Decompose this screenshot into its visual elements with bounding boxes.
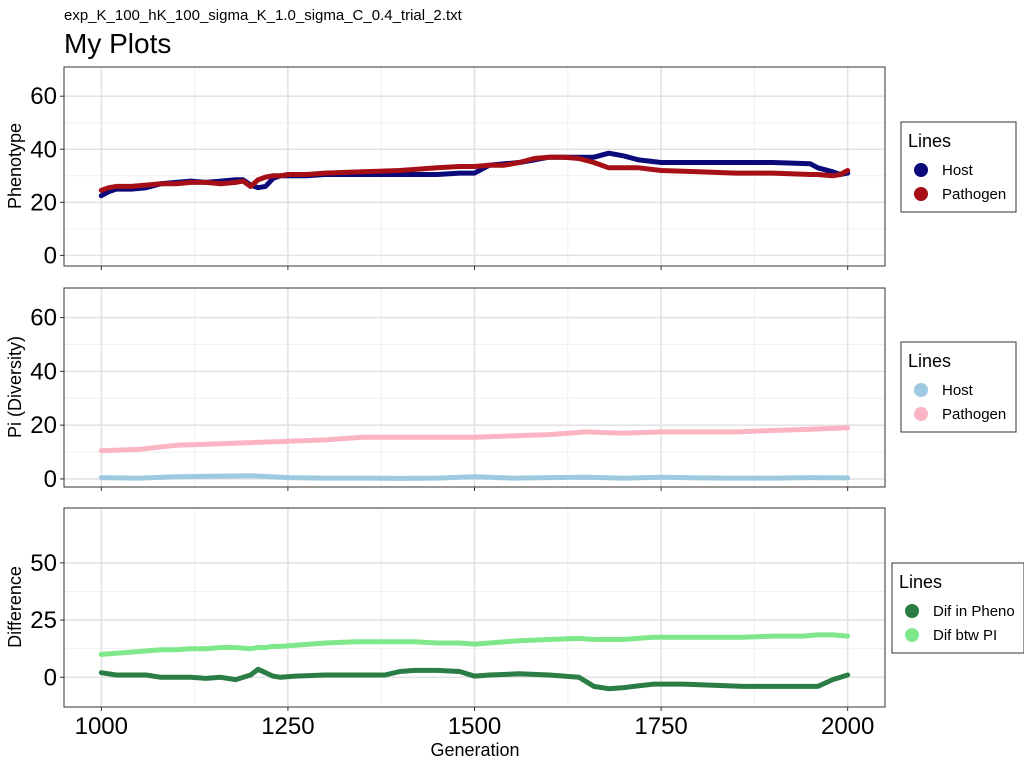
legend-key: [914, 383, 928, 397]
legend-key: [905, 628, 919, 642]
x-tick-label: 1250: [261, 713, 314, 740]
y-tick-label: 25: [30, 607, 57, 634]
plot-subtitle: exp_K_100_hK_100_sigma_K_1.0_sigma_C_0.4…: [64, 7, 463, 24]
x-tick-label: 1750: [634, 713, 687, 740]
legend-label: Dif in Pheno: [933, 603, 1015, 620]
series-line-pathogen: [98, 154, 851, 193]
legend: Lines Host Pathogen: [900, 121, 1017, 213]
x-axis-label: Generation: [430, 740, 519, 760]
legend-label: Host: [942, 382, 974, 399]
panel-border: [63, 507, 886, 708]
plot-title: My Plots: [64, 28, 171, 59]
panel-2: 0 20 40 60 Lines Host Pathogen: [30, 287, 1017, 493]
legend-title: Lines: [908, 351, 951, 371]
y-tick-label: 40: [30, 358, 57, 385]
series-line-host: [98, 473, 851, 481]
panels: 0 20 40 60 Lines Host Pathogen 0 20 40 60 Lines Host…: [30, 66, 1024, 740]
y-tick-label: 20: [30, 189, 57, 216]
series-line-pathogen: [98, 425, 851, 454]
legend-label: Host: [942, 162, 974, 179]
y-tick-label: 0: [44, 664, 57, 691]
legend-label: Pathogen: [942, 186, 1006, 203]
legend-title: Lines: [908, 131, 951, 151]
series-line-dif-btw-pi: [98, 632, 851, 657]
y-tick-label: 60: [30, 305, 57, 332]
panel-2-ylabel: Pi (Diversity): [5, 336, 25, 438]
y-tick-label: 0: [44, 242, 57, 269]
legend-key: [914, 187, 928, 201]
panel-1: 0 20 40 60 Lines Host Pathogen: [30, 66, 1017, 270]
x-tick-label: 2000: [821, 713, 874, 740]
x-tick-label: 1000: [75, 713, 128, 740]
legend-title: Lines: [899, 572, 942, 592]
legend: Lines Host Pathogen: [900, 341, 1017, 433]
panel-border: [63, 66, 886, 267]
y-tick-label: 20: [30, 412, 57, 439]
legend: Lines Dif in Pheno Dif btw PI: [891, 562, 1024, 654]
y-tick-label: 50: [30, 550, 57, 577]
panel-3: 0 25 50 1000 1250 1500 1750 2000 Lines Dif in Phe…: [30, 507, 1024, 740]
legend-key: [905, 604, 919, 618]
y-tick-label: 40: [30, 136, 57, 163]
panel-border: [63, 287, 886, 488]
panel-1-ylabel: Phenotype: [5, 123, 25, 209]
y-tick-label: 60: [30, 83, 57, 110]
legend-label: Dif btw PI: [933, 627, 997, 644]
y-tick-label: 0: [44, 466, 57, 493]
legend-key: [914, 163, 928, 177]
x-tick-label: 1500: [448, 713, 501, 740]
legend-label: Pathogen: [942, 406, 1006, 423]
panel-3-ylabel: Difference: [5, 566, 25, 648]
legend-key: [914, 407, 928, 421]
series-line-dif-in-pheno: [98, 666, 851, 692]
